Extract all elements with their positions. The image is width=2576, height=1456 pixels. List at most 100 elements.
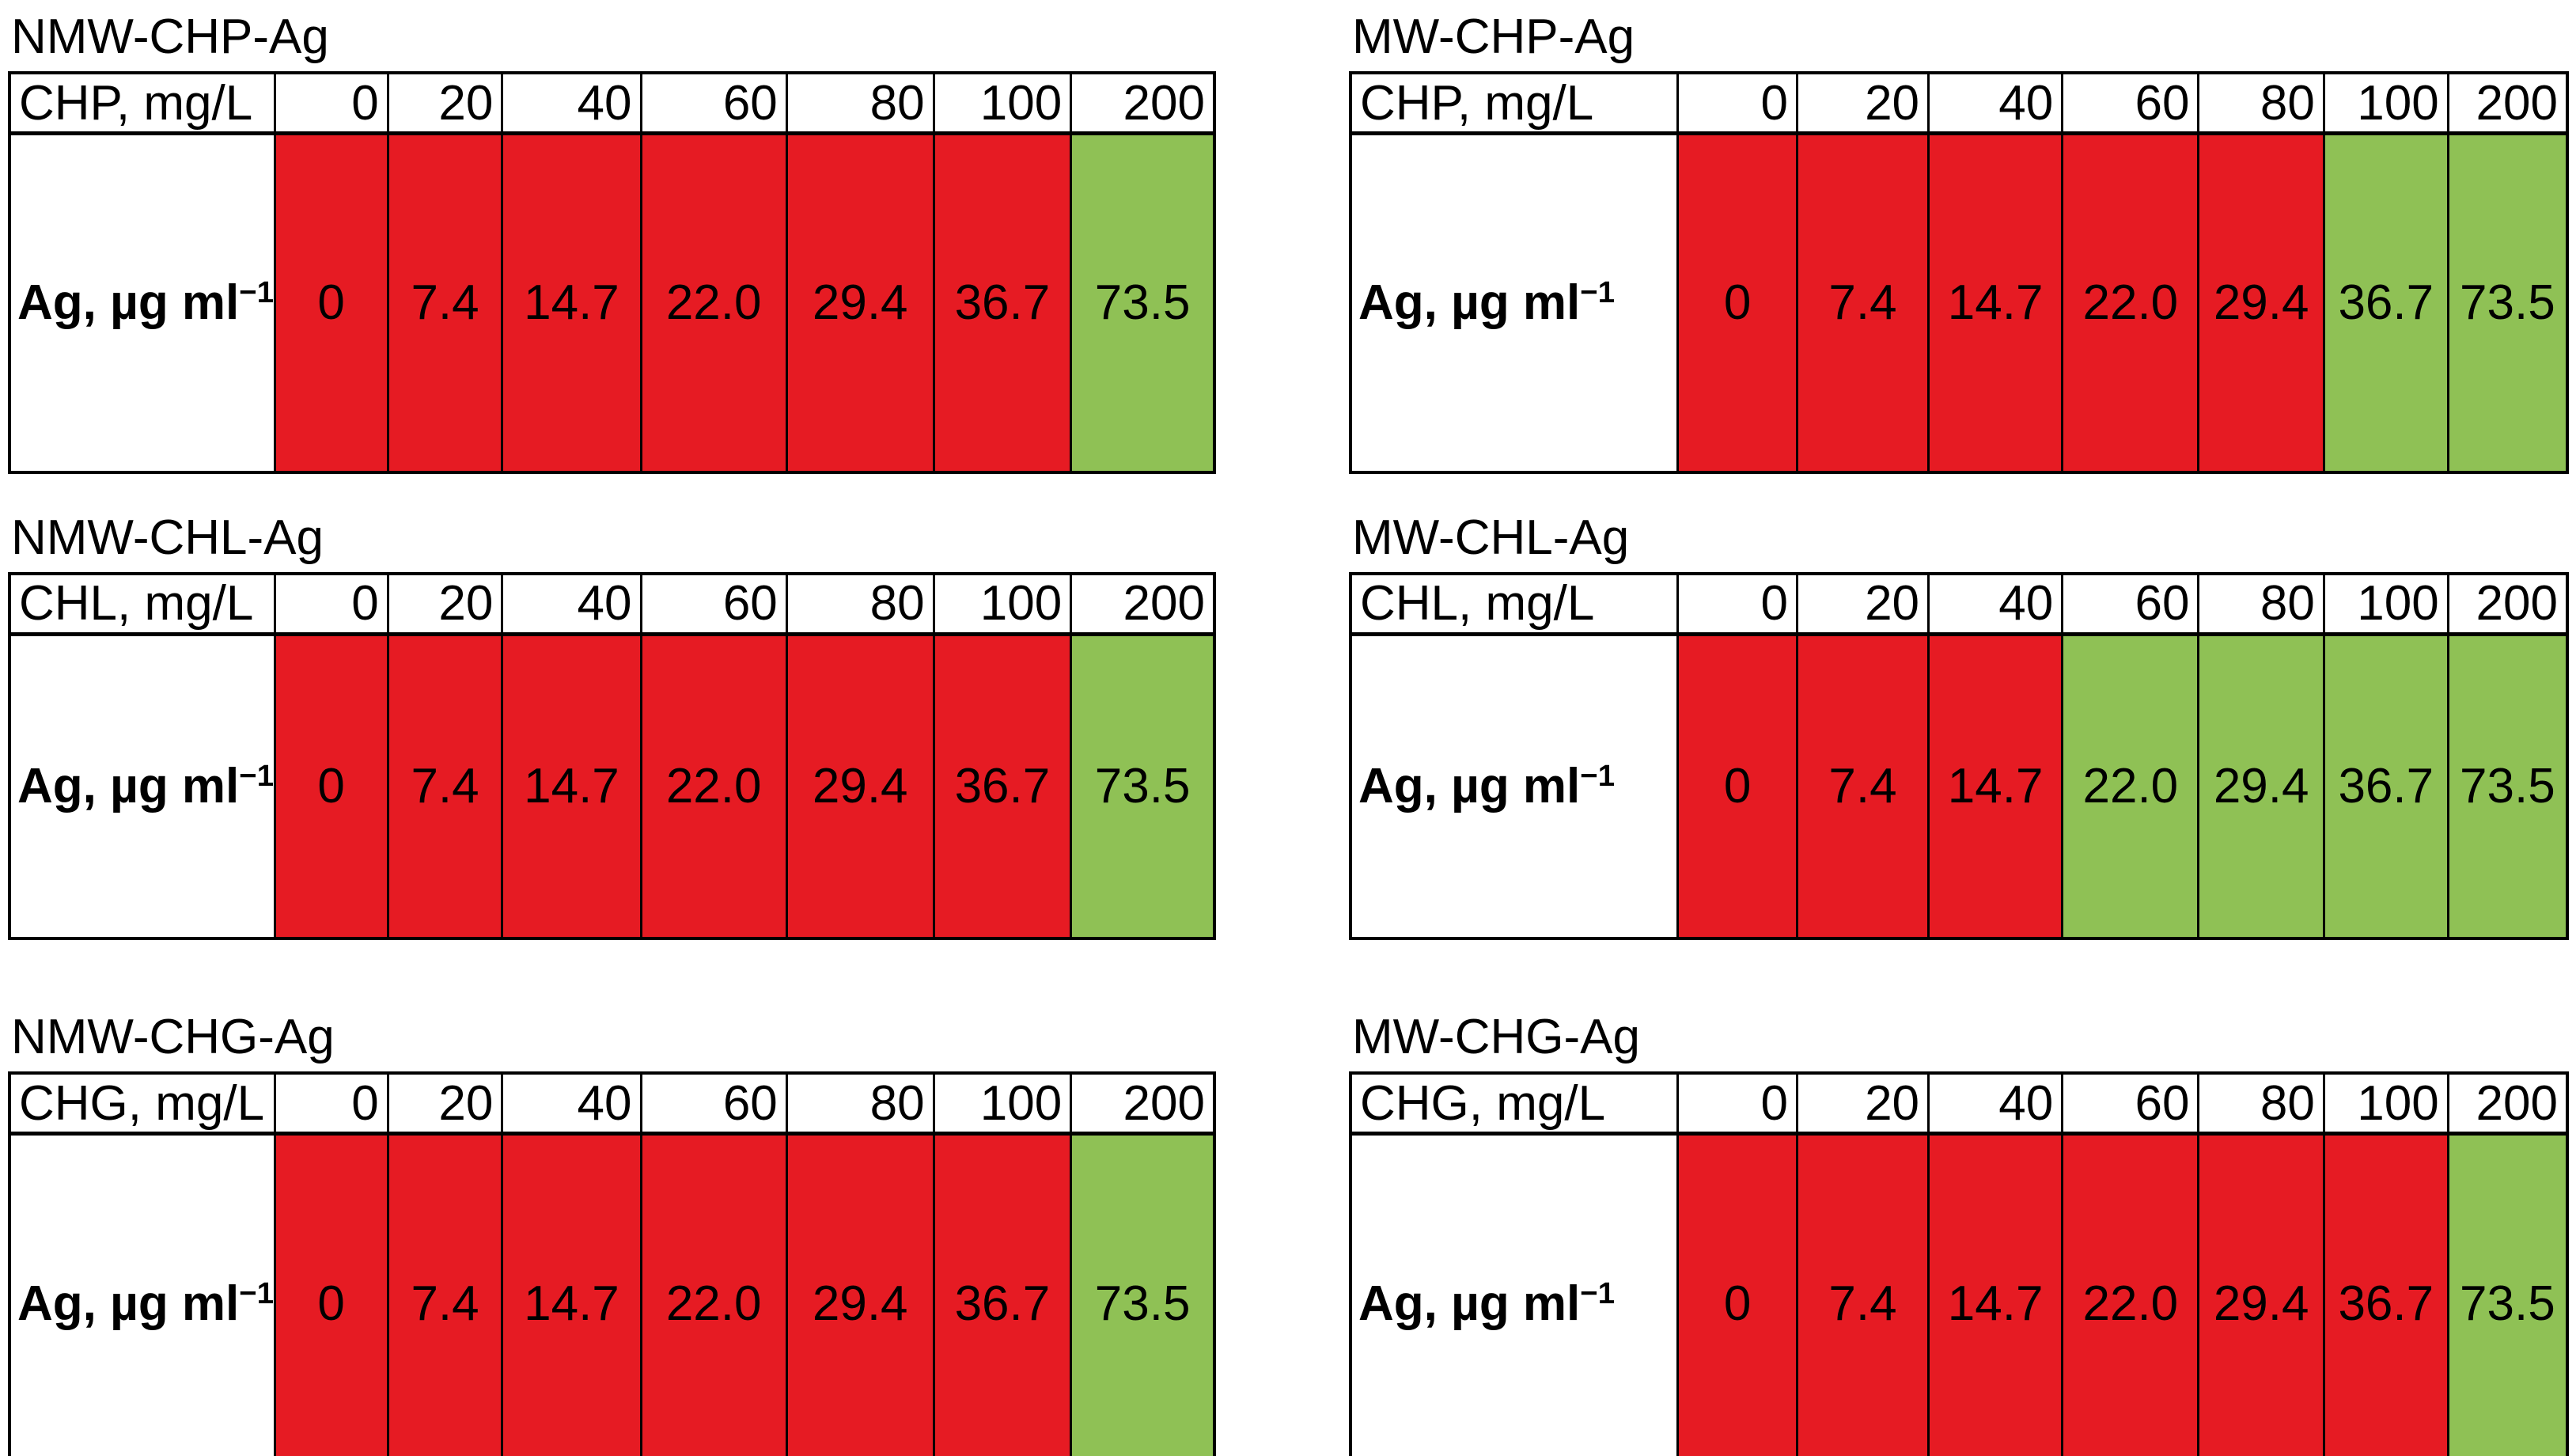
concentration-header-cell: 60 [639,572,788,636]
concentration-header-cell: 0 [1676,1071,1798,1136]
ag-value-cell: 14.7 [1927,632,2064,940]
concentration-header-cell: 40 [501,572,642,636]
ag-unit-label: Ag, µg ml [17,759,240,814]
ag-value-cell: 22.0 [639,132,788,473]
panel-mw-chp-ag: MW-CHP-Ag CHP, mg/L 0 20 40 60 80 100 20… [1349,11,2569,474]
ag-unit-exponent: −1 [239,759,275,794]
concentration-header-cell: 40 [1927,71,2064,135]
figure-row-1: NMW-CHP-Ag CHP, mg/L 0 20 40 60 80 100 2… [8,11,2576,474]
table-title: NMW-CHL-Ag [11,510,324,565]
mic-table-nmw-chp-ag: CHP, mg/L 0 20 40 60 80 100 200 Ag, µg m… [8,71,1216,474]
ag-value-cell: 0 [273,1132,389,1456]
ag-row: Ag, µg ml−1 0 7.4 14.7 22.0 29.4 36.7 73… [8,132,1216,473]
ag-value-cell: 29.4 [785,632,935,940]
header-row: CHP, mg/L 0 20 40 60 80 100 200 [8,71,1216,135]
concentration-header-cell: 100 [2322,572,2449,636]
ag-value-cell: 29.4 [785,132,935,473]
ag-value-cell: 22.0 [2061,132,2200,473]
ag-value-cell: 29.4 [785,1132,935,1456]
ag-row: Ag, µg ml−1 0 7.4 14.7 22.0 29.4 36.7 73… [1349,632,2569,940]
header-row: CHG, mg/L 0 20 40 60 80 100 200 [8,1071,1216,1136]
ag-unit-exponent: −1 [239,1276,275,1311]
concentration-header-cell: 40 [501,71,642,135]
ag-row: Ag, µg ml−1 0 7.4 14.7 22.0 29.4 36.7 73… [8,1132,1216,1456]
ag-value-cell: 29.4 [2197,632,2325,940]
ag-value-cell: 0 [273,132,389,473]
ag-value-cell: 29.4 [2197,1132,2325,1456]
concentration-header-cell: 80 [2197,1071,2325,1136]
ag-value-cell: 29.4 [2197,132,2325,473]
concentration-header-cell: 80 [785,71,935,135]
concentration-header-cell: 80 [2197,71,2325,135]
ag-value-cell: 14.7 [1927,132,2064,473]
ag-value-cell: 0 [1676,132,1798,473]
ag-unit-label-cell: Ag, µg ml−1 [1349,1132,1680,1456]
concentration-header-cell: 0 [273,71,389,135]
concentration-header-cell: 20 [1795,71,1930,135]
ag-value-cell: 14.7 [501,132,642,473]
table-title: MW-CHG-Ag [1352,1010,1640,1064]
ag-value-cell: 7.4 [1795,632,1930,940]
agent-unit-header-cell: CHP, mg/L [1349,71,1680,135]
table-title: NMW-CHP-Ag [11,9,329,64]
concentration-header-cell: 200 [2446,71,2569,135]
agent-unit-header-cell: CHG, mg/L [8,1071,276,1136]
concentration-header-cell: 20 [1795,572,1930,636]
mic-table-nmw-chl-ag: CHL, mg/L 0 20 40 60 80 100 200 Ag, µg m… [8,571,1216,940]
mic-table-mw-chg-ag: CHG, mg/L 0 20 40 60 80 100 200 Ag, µg m… [1349,1071,2569,1456]
ag-value-cell: 7.4 [386,132,504,473]
ag-value-cell: 36.7 [2322,632,2449,940]
ag-value-cell: 73.5 [1070,132,1216,473]
panel-mw-chg-ag: MW-CHG-Ag CHG, mg/L 0 20 40 60 80 100 20… [1349,1011,2569,1456]
concentration-header-cell: 80 [785,572,935,636]
ag-value-cell: 0 [273,632,389,940]
ag-value-cell: 7.4 [386,632,504,940]
header-row: CHL, mg/L 0 20 40 60 80 100 200 [1349,572,2569,636]
concentration-header-cell: 60 [2061,1071,2200,1136]
table-title: MW-CHP-Ag [1352,9,1635,64]
ag-unit-label-cell: Ag, µg ml−1 [1349,632,1680,940]
table-title: MW-CHL-Ag [1352,510,1630,565]
concentration-header-cell: 40 [1927,572,2064,636]
concentration-header-cell: 20 [1795,1071,1930,1136]
figure-row-2: NMW-CHL-Ag CHL, mg/L 0 20 40 60 80 100 2… [8,510,2576,940]
concentration-header-cell: 200 [1070,71,1216,135]
panel-nmw-chp-ag: NMW-CHP-Ag CHP, mg/L 0 20 40 60 80 100 2… [8,11,1216,474]
ag-value-cell: 73.5 [2446,632,2569,940]
concentration-header-cell: 200 [1070,572,1216,636]
header-row: CHG, mg/L 0 20 40 60 80 100 200 [1349,1071,2569,1136]
ag-unit-label-cell: Ag, µg ml−1 [1349,132,1680,473]
concentration-header-cell: 0 [273,572,389,636]
ag-unit-exponent: −1 [1580,1276,1616,1311]
ag-value-cell: 36.7 [2322,1132,2449,1456]
ag-value-cell: 7.4 [386,1132,504,1456]
figure-row-3: NMW-CHG-Ag CHG, mg/L 0 20 40 60 80 100 2… [8,1011,2576,1456]
ag-value-cell: 73.5 [1070,632,1216,940]
concentration-header-cell: 40 [501,1071,642,1136]
ag-unit-exponent: −1 [239,275,275,310]
concentration-header-cell: 80 [785,1071,935,1136]
agent-unit-header-cell: CHL, mg/L [1349,572,1680,636]
ag-unit-exponent: −1 [1580,759,1616,794]
agent-unit-header-cell: CHL, mg/L [8,572,276,636]
concentration-header-cell: 100 [2322,71,2449,135]
ag-value-cell: 73.5 [2446,132,2569,473]
agent-unit-header-cell: CHG, mg/L [1349,1071,1680,1136]
ag-unit-label: Ag, µg ml [17,275,240,331]
concentration-header-cell: 20 [386,71,504,135]
concentration-header-cell: 200 [2446,1071,2569,1136]
panel-mw-chl-ag: MW-CHL-Ag CHL, mg/L 0 20 40 60 80 100 20… [1349,510,2569,940]
ag-value-cell: 22.0 [639,1132,788,1456]
concentration-header-cell: 20 [386,572,504,636]
concentration-header-cell: 60 [2061,572,2200,636]
ag-row: Ag, µg ml−1 0 7.4 14.7 22.0 29.4 36.7 73… [1349,1132,2569,1456]
ag-value-cell: 7.4 [1795,132,1930,473]
ag-unit-label-cell: Ag, µg ml−1 [8,132,276,473]
ag-row: Ag, µg ml−1 0 7.4 14.7 22.0 29.4 36.7 73… [1349,132,2569,473]
concentration-header-cell: 60 [2061,71,2200,135]
concentration-header-cell: 80 [2197,572,2325,636]
panel-nmw-chl-ag: NMW-CHL-Ag CHL, mg/L 0 20 40 60 80 100 2… [8,510,1216,940]
ag-unit-label: Ag, µg ml [1358,1276,1581,1332]
ag-value-cell: 36.7 [932,132,1073,473]
